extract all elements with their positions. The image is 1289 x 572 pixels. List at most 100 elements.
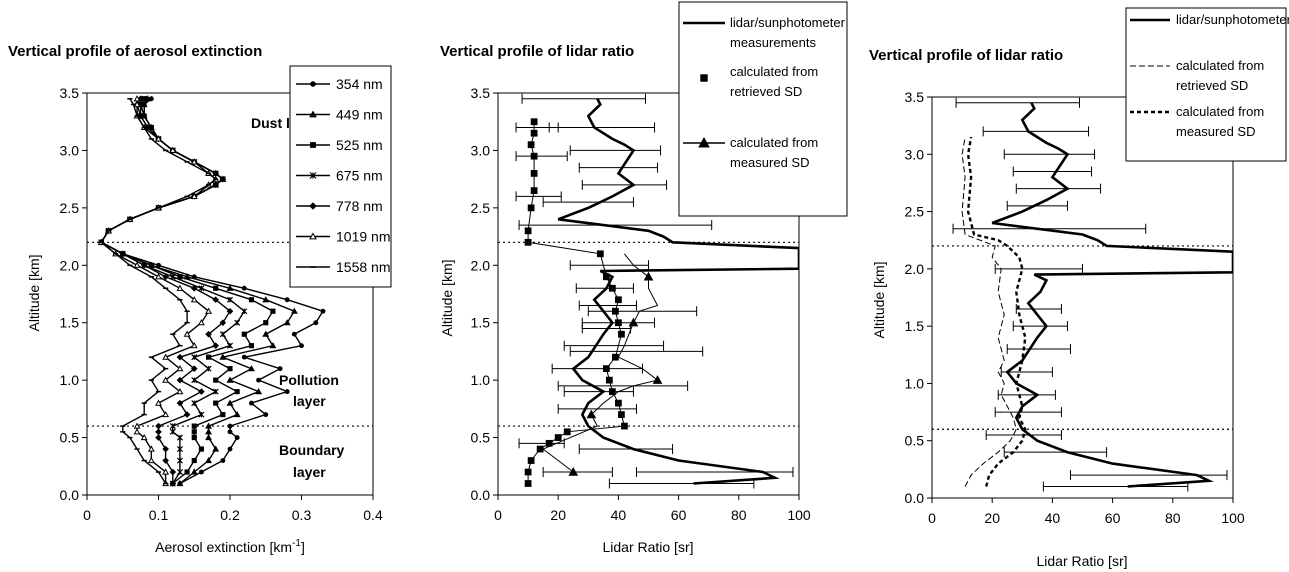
data-point <box>191 377 198 384</box>
data-point <box>586 409 597 419</box>
y-axis-label: Altitude [km] <box>26 254 42 331</box>
data-point <box>652 375 663 384</box>
legend-label: 675 nm <box>336 168 383 184</box>
data-point <box>169 468 177 476</box>
x-axis-ticks: 0 20 40 60 80 100 <box>928 498 1245 526</box>
data-point <box>241 308 248 315</box>
data-point <box>530 129 538 137</box>
data-point <box>226 399 234 406</box>
data-point <box>197 319 205 326</box>
y-tick-label: 0.5 <box>905 433 925 449</box>
data-point <box>615 399 622 407</box>
data-point <box>169 423 176 430</box>
data-point <box>176 399 184 407</box>
legend-label: 1019 nm <box>336 229 390 245</box>
data-point <box>176 434 183 441</box>
x-tick-label: 0.3 <box>292 507 312 523</box>
data-point <box>169 480 177 487</box>
y-tick-label: 3.5 <box>471 85 491 101</box>
y-tick-label: 1.5 <box>60 315 80 331</box>
plot-frame <box>86 92 374 496</box>
data-point <box>176 376 184 384</box>
data-point <box>176 365 184 372</box>
data-point <box>176 446 183 453</box>
legend-label: calculated from retrieved SD <box>1176 58 1264 93</box>
data-point <box>212 181 220 189</box>
plot-frame <box>497 92 800 496</box>
data-point <box>205 422 212 429</box>
data-point <box>227 446 233 452</box>
data-point <box>155 135 162 142</box>
y-axis-ticks: 0.0 0.5 1.0 1.5 2.0 2.5 3.0 3.5 <box>60 85 87 503</box>
annotation-pollution-layer: Pollution layer <box>279 372 339 409</box>
y-tick-label: 3.0 <box>471 142 491 158</box>
data-point <box>198 411 205 418</box>
data-point <box>248 343 255 349</box>
data-point <box>133 422 141 429</box>
data-point <box>277 366 283 372</box>
data-point <box>554 434 562 441</box>
data-point <box>255 387 263 395</box>
data-point <box>205 365 212 372</box>
x-tick-label: 0.2 <box>220 507 240 523</box>
data-point <box>219 175 227 183</box>
x-axis-ticks: 0 20 40 60 80 100 <box>494 495 811 523</box>
data-point <box>162 273 169 281</box>
annotation-boundary-line2: layer <box>293 464 326 480</box>
x-tick-label: 60 <box>671 507 687 523</box>
data-point <box>162 353 170 360</box>
data-point <box>213 285 219 291</box>
x-tick-label: 0.1 <box>149 507 169 523</box>
x-tick-label: 40 <box>1045 510 1061 526</box>
y-tick-label: 3.5 <box>60 85 80 101</box>
series-line-measurements <box>991 102 1233 488</box>
legend-label: 525 nm <box>336 137 383 153</box>
data-point <box>205 456 212 464</box>
legend-label: lidar/sunphotometer measurements <box>730 15 846 50</box>
data-point <box>162 376 170 383</box>
data-point <box>198 469 204 475</box>
data-point <box>155 422 162 430</box>
y-tick-label: 0.5 <box>60 430 80 446</box>
legend-label: lidar/sunphotometer measurements <box>1176 12 1289 27</box>
y-tick-label: 2.5 <box>905 204 925 220</box>
data-point <box>284 297 290 303</box>
data-point <box>219 331 226 338</box>
series-line-measured-sd <box>966 136 1027 487</box>
data-point <box>184 469 190 475</box>
y-tick-label: 1.5 <box>905 318 925 334</box>
data-point <box>137 95 144 103</box>
series-line-measurements <box>557 98 799 485</box>
data-point <box>226 296 234 303</box>
x-tick-label: 0 <box>928 510 936 526</box>
data-point <box>269 342 277 349</box>
data-point <box>609 284 616 292</box>
data-point <box>205 433 212 441</box>
data-point <box>602 365 610 373</box>
data-point <box>621 422 628 430</box>
data-point <box>155 434 162 441</box>
data-point <box>527 204 535 212</box>
data-point <box>262 330 270 337</box>
data-point <box>241 354 247 360</box>
data-point <box>191 429 197 435</box>
data-point <box>205 428 212 435</box>
data-point <box>213 377 219 383</box>
data-point <box>227 429 233 435</box>
data-point <box>183 411 191 418</box>
legend-label: 1558 nm <box>336 259 390 275</box>
data-point <box>190 296 198 303</box>
chart-title: Vertical profile of lidar ratio <box>869 47 1063 64</box>
data-point <box>234 319 241 326</box>
x-tick-label: 20 <box>984 510 1000 526</box>
data-point <box>212 388 219 395</box>
y-axis-ticks: 0.0 0.5 1.0 1.5 2.0 2.5 3.0 3.5 <box>905 89 932 506</box>
data-point <box>183 330 191 337</box>
data-point <box>176 284 184 291</box>
y-tick-label: 1.0 <box>471 372 491 388</box>
data-point <box>190 284 198 292</box>
x-tick-label: 0.4 <box>363 507 383 523</box>
data-point <box>263 412 269 418</box>
legend-label: calculated from measured SD <box>1176 104 1264 139</box>
y-axis-label: Altitude [km] <box>439 259 455 336</box>
